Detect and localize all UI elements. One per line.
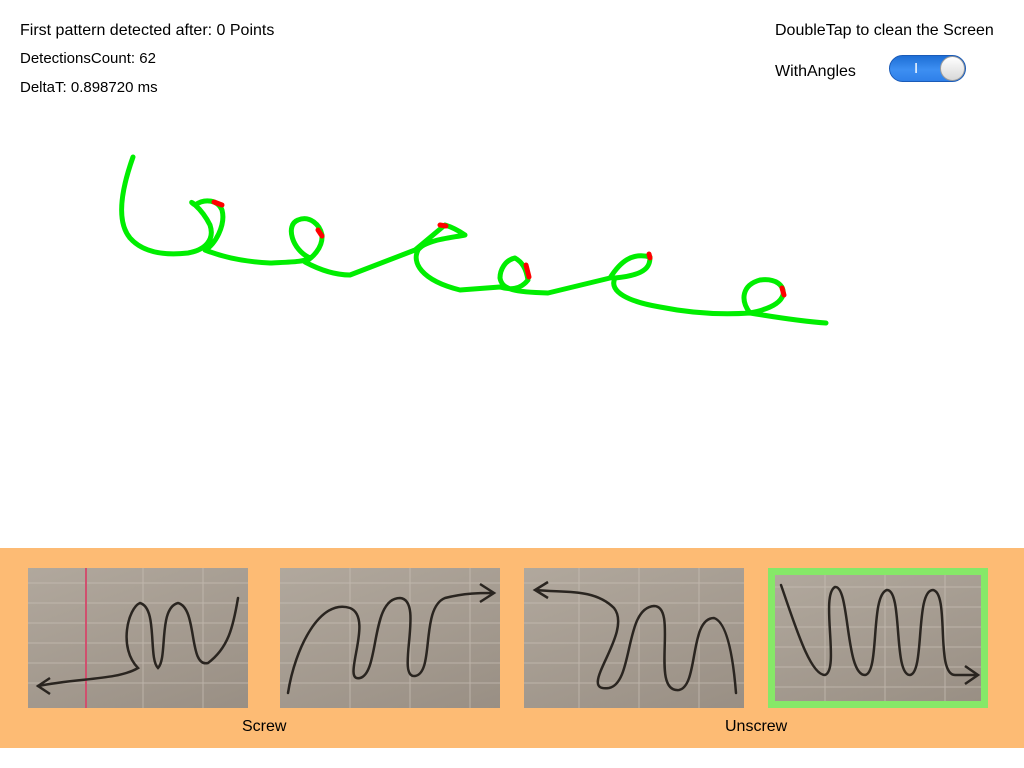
- pattern-thumbnail-unscrew-2-selected[interactable]: [768, 568, 988, 708]
- pattern-thumbnail-unscrew-1[interactable]: [524, 568, 744, 708]
- with-angles-label: WithAngles: [775, 63, 856, 80]
- spiral-arrow-right-icon: [280, 568, 500, 708]
- drawing-canvas[interactable]: [0, 120, 1024, 540]
- angle-marker: [523, 262, 532, 280]
- group-label-unscrew: Unscrew: [725, 718, 788, 735]
- status-first-pattern: First pattern detected after: 0 Points: [20, 22, 275, 39]
- clean-screen-hint: DoubleTap to clean the Screen: [775, 22, 994, 39]
- angle-marker: [437, 222, 449, 229]
- spiral-arrow-left-icon: [28, 568, 248, 708]
- angle-marker: [315, 227, 325, 239]
- pattern-panel: Screw Unscrew: [0, 548, 1024, 748]
- group-label-screw: Screw: [242, 718, 287, 735]
- angle-markers: [211, 199, 787, 298]
- toggle-on-text: I: [914, 60, 919, 77]
- angle-marker: [646, 251, 653, 261]
- loops-arrow-right-icon: [775, 575, 981, 701]
- toggle-knob[interactable]: [940, 56, 965, 81]
- with-angles-toggle[interactable]: I: [889, 55, 966, 82]
- angle-marker: [779, 285, 787, 298]
- drawn-stroke: [119, 154, 829, 326]
- status-detections-count: DetectionsCount: 62: [20, 50, 156, 67]
- status-delta-t: DeltaT: 0.898720 ms: [20, 79, 158, 96]
- spiral-arrow-left-icon: [524, 568, 744, 708]
- pattern-thumbnail-screw-1[interactable]: [28, 568, 248, 708]
- angle-marker: [211, 199, 225, 208]
- pattern-thumbnail-screw-2[interactable]: [280, 568, 500, 708]
